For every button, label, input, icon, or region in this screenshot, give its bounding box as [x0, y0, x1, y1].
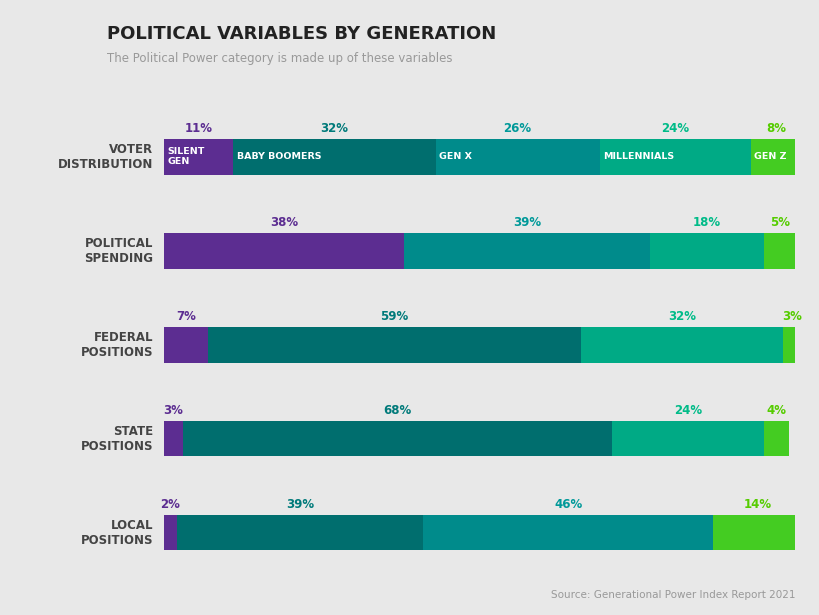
- Text: BABY BOOMERS: BABY BOOMERS: [237, 153, 321, 161]
- Text: 2%: 2%: [161, 498, 180, 511]
- Text: 39%: 39%: [513, 216, 541, 229]
- Bar: [404, 233, 649, 269]
- Bar: [183, 421, 612, 456]
- Text: 26%: 26%: [503, 122, 531, 135]
- Bar: [782, 327, 801, 362]
- Bar: [763, 233, 794, 269]
- Bar: [164, 139, 233, 175]
- Bar: [233, 139, 435, 175]
- Text: 3%: 3%: [163, 404, 183, 417]
- Text: MILLENNIALS: MILLENNIALS: [602, 153, 673, 161]
- Bar: [208, 327, 580, 362]
- Bar: [164, 421, 183, 456]
- Bar: [164, 233, 404, 269]
- Text: The Political Power category is made up of these variables: The Political Power category is made up …: [106, 52, 451, 65]
- Bar: [435, 139, 599, 175]
- Text: 59%: 59%: [380, 310, 408, 323]
- Bar: [713, 515, 801, 550]
- Bar: [649, 233, 763, 269]
- Bar: [763, 421, 788, 456]
- Text: 18%: 18%: [692, 216, 720, 229]
- Text: 32%: 32%: [320, 122, 348, 135]
- Bar: [176, 515, 423, 550]
- Text: 7%: 7%: [176, 310, 196, 323]
- Text: POLITICAL VARIABLES BY GENERATION: POLITICAL VARIABLES BY GENERATION: [106, 25, 495, 42]
- Bar: [580, 327, 782, 362]
- Text: GEN X: GEN X: [438, 153, 471, 161]
- Text: 68%: 68%: [383, 404, 411, 417]
- Text: 24%: 24%: [661, 122, 689, 135]
- Text: 5%: 5%: [769, 216, 789, 229]
- Text: 14%: 14%: [743, 498, 771, 511]
- Text: 11%: 11%: [184, 122, 212, 135]
- Bar: [164, 515, 176, 550]
- Bar: [599, 139, 750, 175]
- Text: 39%: 39%: [285, 498, 314, 511]
- Bar: [750, 139, 801, 175]
- Bar: [164, 327, 208, 362]
- Text: Source: Generational Power Index Report 2021: Source: Generational Power Index Report …: [550, 590, 794, 600]
- Text: SILENT
GEN: SILENT GEN: [167, 147, 204, 167]
- Text: GEN Z: GEN Z: [753, 153, 785, 161]
- Text: 32%: 32%: [667, 310, 695, 323]
- Text: 38%: 38%: [269, 216, 297, 229]
- Text: 46%: 46%: [554, 498, 581, 511]
- Text: 4%: 4%: [766, 404, 785, 417]
- Text: 8%: 8%: [766, 122, 785, 135]
- Text: 24%: 24%: [673, 404, 701, 417]
- Bar: [612, 421, 762, 456]
- Text: 3%: 3%: [781, 310, 801, 323]
- Bar: [423, 515, 713, 550]
